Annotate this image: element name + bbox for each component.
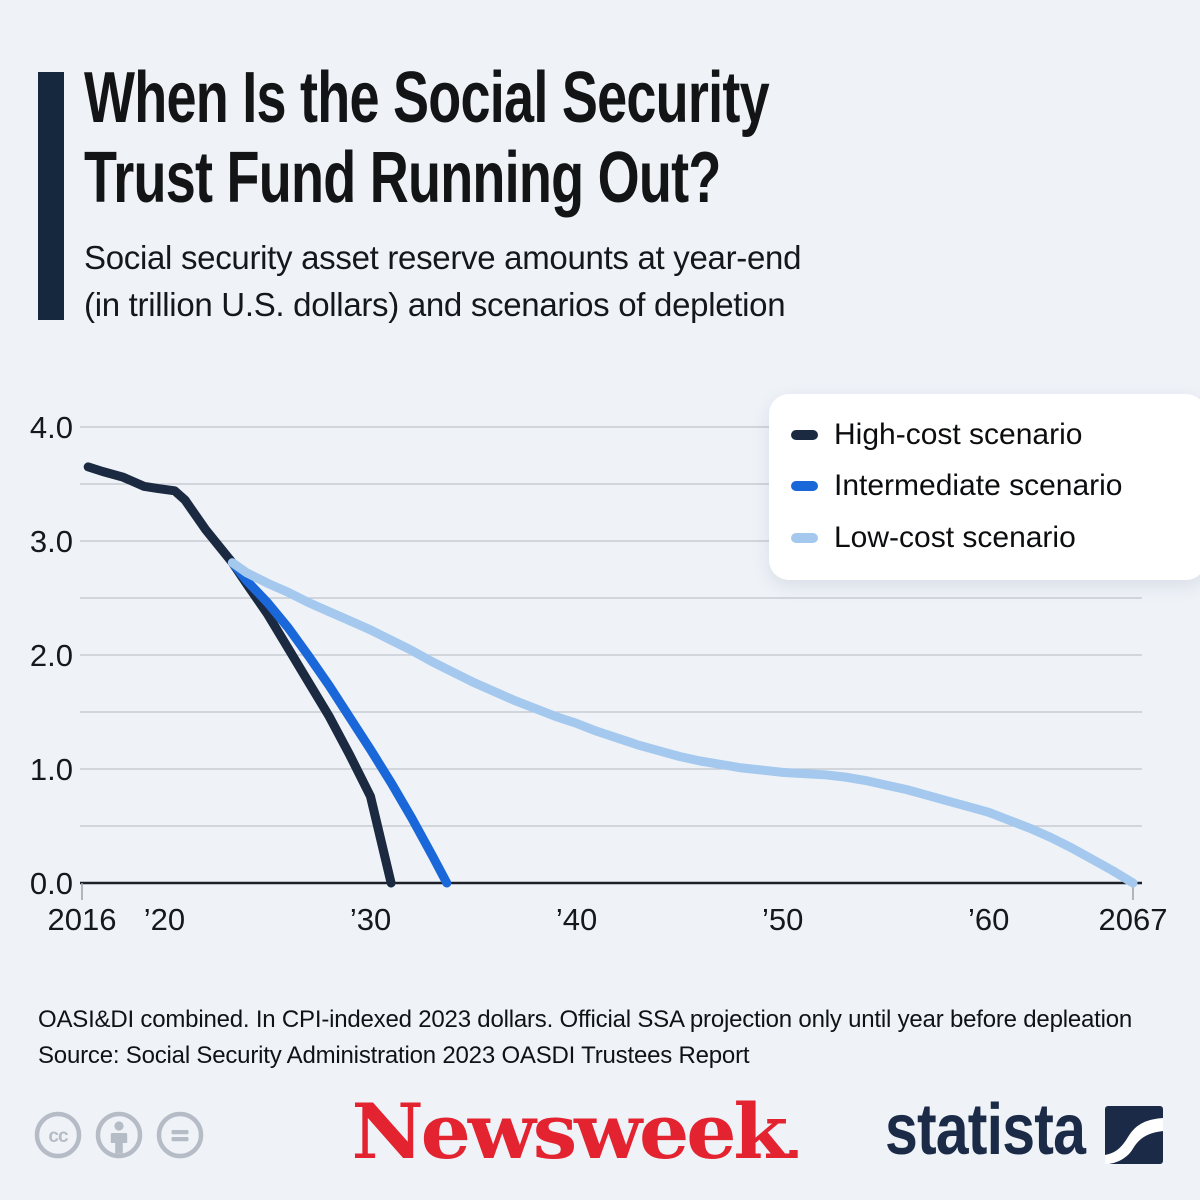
- legend-item-high-cost-scenario[interactable]: High-cost scenario: [791, 418, 1200, 452]
- line-chart: 0.0 1.0 2.0 3.0 4.0 2016 ’20 ’30 ’40 ’50 ’60 2067: [30, 410, 1168, 937]
- newsweek-trademark-dot: [789, 1150, 798, 1158]
- newsweek-logo: Newsweek: [352, 1094, 798, 1170]
- cc-icon-glyph: cc: [48, 1126, 69, 1147]
- y-axis-label: 3.0: [30, 524, 73, 559]
- page-subtitle-line1: Social security asset reserve amounts at…: [84, 239, 802, 276]
- legend-swatch: [791, 429, 818, 440]
- license-icons[interactable]: cc: [34, 1111, 204, 1159]
- cc-icon-circle: [34, 1111, 82, 1159]
- attribution-person-body: [110, 1133, 128, 1154]
- legend-label: Low-cost scenario: [834, 520, 1076, 554]
- x-axis-label: ’60: [968, 902, 1009, 937]
- footnote-note: OASI&DI combined. In CPI-indexed 2023 do…: [38, 1006, 1133, 1033]
- attribution-icon-circle: [95, 1111, 143, 1159]
- statista-icon-swoosh: [1105, 1118, 1163, 1164]
- cc-icon[interactable]: cc: [34, 1111, 82, 1159]
- page-title-line1: When Is the Social Security: [84, 58, 770, 138]
- nd-icon[interactable]: [156, 1111, 204, 1159]
- title-accent-bar: [38, 72, 64, 320]
- statista-logo: statista: [841, 1090, 1163, 1170]
- attribution-person-head: [114, 1121, 124, 1131]
- page-title: When Is the Social Security Trust Fund R…: [84, 58, 770, 218]
- x-axis-label: 2067: [1099, 902, 1168, 937]
- chart-footnote: OASI&DI combined. In CPI-indexed 2023 do…: [38, 1002, 1132, 1074]
- x-axis-label: ’20: [144, 902, 185, 937]
- legend-label: High-cost scenario: [834, 417, 1083, 451]
- series-line-intermediate-scenario: [227, 558, 452, 888]
- legend-swatch: [791, 532, 818, 543]
- page-subtitle: Social security asset reserve amounts at…: [84, 234, 801, 328]
- legend-item-low-cost-scenario[interactable]: Low-cost scenario: [791, 521, 1200, 555]
- y-axis-label: 2.0: [30, 638, 73, 673]
- page-subtitle-line2: (in trillion U.S. dollars) and scenarios…: [84, 286, 786, 323]
- statista-logo-icon: [1105, 1106, 1163, 1164]
- nd-equals-bottom: [171, 1137, 189, 1142]
- newsweek-logo-text: Newsweek: [351, 1087, 789, 1176]
- statista-logo-text: statista: [884, 1090, 1086, 1170]
- y-axis-label: 4.0: [30, 410, 73, 445]
- x-axis-label: ’50: [762, 902, 803, 937]
- series-line-high-cost-scenario: [83, 462, 396, 888]
- nd-icon-circle: [156, 1111, 204, 1159]
- page-title-line2: Trust Fund Running Out?: [84, 138, 721, 218]
- legend-label: Intermediate scenario: [834, 469, 1123, 502]
- legend-swatch: [791, 481, 818, 491]
- y-axis-label: 1.0: [30, 752, 73, 787]
- series-line-low-cost-scenario: [227, 558, 1138, 888]
- footnote-source: Source: Social Security Administration 2…: [38, 1042, 750, 1069]
- x-axis-label: 2016: [48, 902, 117, 937]
- legend-item-intermediate-scenario[interactable]: Intermediate scenario: [791, 469, 1200, 503]
- x-axis-label: ’40: [556, 902, 597, 937]
- chart-legend: High-cost scenario Intermediate scenario L…: [769, 394, 1200, 580]
- x-axis-label: ’30: [350, 902, 391, 937]
- attribution-icon[interactable]: [95, 1111, 143, 1159]
- nd-equals-top: [171, 1130, 189, 1135]
- y-axis-label: 0.0: [30, 866, 73, 901]
